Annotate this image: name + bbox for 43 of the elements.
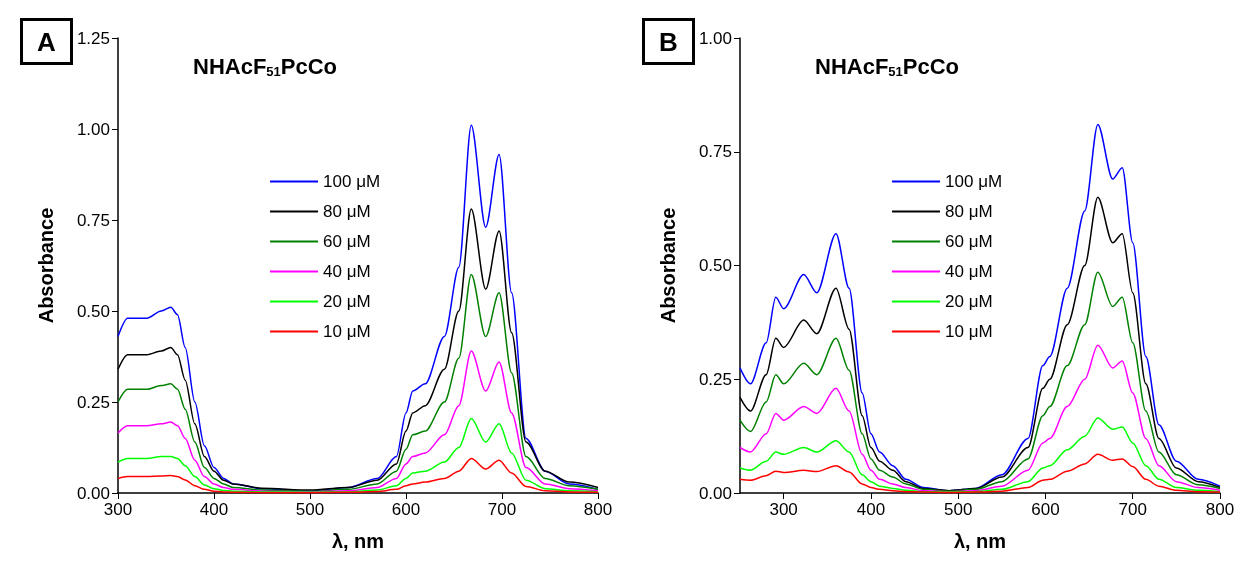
y-tick-label: 0.25 [698, 369, 732, 389]
text: A [37, 26, 57, 57]
x-tick-label: 800 [1205, 500, 1235, 519]
legend-label: 60 μM [945, 232, 993, 251]
x-tick-label: 700 [1118, 500, 1147, 519]
x-tick-label: 600 [1031, 500, 1060, 519]
y-tick-label: 0.75 [698, 142, 732, 162]
y-tick-label: 0.75 [76, 210, 110, 230]
legend-label: 100 μM [323, 172, 381, 191]
y-tick-label: 0.50 [698, 256, 732, 275]
legend-label: 20 μM [945, 292, 993, 311]
y-axis-title: Absorbance [35, 207, 57, 324]
legend-label: 80 μM [945, 202, 993, 221]
text: B [659, 26, 678, 57]
x-tick-label: 300 [769, 500, 798, 519]
legend-label: 20 μM [323, 292, 371, 311]
y-tick-label: 0.50 [76, 301, 110, 321]
legend-label: 10 μM [945, 322, 993, 341]
x-axis-title: λ, nm [331, 530, 385, 552]
x-tick-label: 300 [103, 500, 133, 519]
legend-label: 10 μM [323, 322, 371, 341]
legend-label: 60 μM [323, 232, 371, 251]
x-tick-label: 400 [856, 500, 886, 519]
legend-label: 80 μM [323, 202, 371, 221]
x-tick-label: 400 [199, 500, 229, 519]
x-tick-label: 700 [487, 500, 517, 519]
y-tick-label: 0.25 [76, 392, 110, 412]
x-tick-label: 800 [583, 500, 613, 519]
text: NHAcF51PcCo [815, 54, 960, 79]
legend-label: 40 μM [945, 262, 993, 281]
legend-label: 100 μM [945, 172, 1003, 191]
x-tick-label: 500 [295, 500, 325, 519]
legend-label: 40 μM [323, 262, 371, 281]
y-tick-label: 1.00 [698, 28, 732, 48]
x-tick-label: 600 [391, 500, 421, 519]
y-tick-label: 0.00 [76, 483, 110, 503]
y-tick-label: 1.00 [76, 119, 110, 139]
y-axis-title: Absorbance [657, 207, 679, 324]
y-tick-label: 1.25 [76, 28, 110, 48]
text: NHAcF51PcCo [193, 54, 338, 79]
y-tick-label: 0.00 [698, 483, 732, 503]
x-tick-label: 500 [943, 500, 973, 519]
x-axis-title: λ, nm [953, 530, 1007, 552]
